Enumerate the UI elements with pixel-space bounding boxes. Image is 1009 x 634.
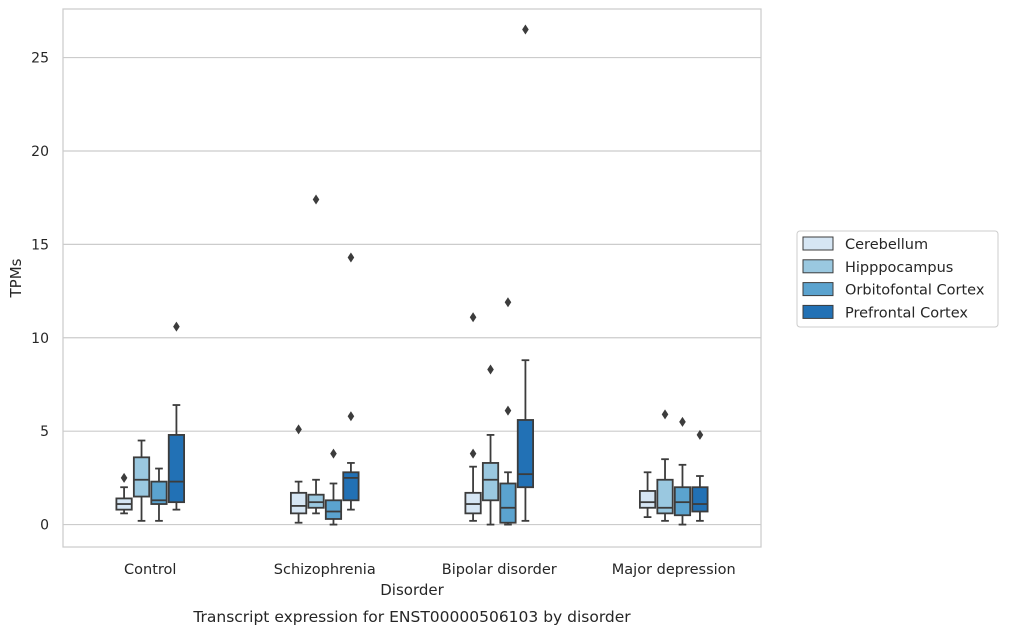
- legend-swatch: [802, 282, 834, 297]
- x-tick-label: Major depression: [612, 562, 736, 578]
- box-plot-series: [115, 24, 709, 526]
- box: [691, 486, 709, 513]
- gridlines: [63, 56, 761, 526]
- legend-label: Orbitofontal Cortex: [845, 283, 985, 299]
- chart-caption: Transcript expression for ENST0000050610…: [192, 608, 631, 626]
- legend-label: Hipppocampus: [845, 260, 953, 276]
- plot-frame: [62, 8, 762, 548]
- outlier-point: [696, 429, 704, 440]
- outlier-point: [661, 409, 669, 420]
- outlier-point: [679, 416, 686, 427]
- x-axis-label: Disorder: [380, 581, 444, 599]
- outlier-point: [120, 472, 128, 483]
- x-tick-label: Schizophrenia: [274, 562, 376, 578]
- box: [673, 486, 692, 517]
- y-tick-label: 25: [31, 51, 49, 67]
- outlier-point: [504, 405, 512, 416]
- box: [342, 471, 360, 502]
- box: [481, 462, 500, 502]
- outlier-point: [173, 321, 180, 332]
- outlier-point: [469, 448, 477, 459]
- legend-swatch: [802, 304, 834, 319]
- box: [499, 482, 517, 524]
- legend: Cerebellum Hipppocampus Orbitofontal Corte…: [796, 230, 999, 328]
- box: [324, 499, 343, 520]
- y-tick-label: 0: [40, 518, 49, 534]
- box: [167, 434, 186, 504]
- outlier-point: [312, 194, 320, 205]
- box: [150, 480, 168, 505]
- x-tick-labels: Control Schizophrenia Bipolar disorder Majo…: [124, 562, 736, 578]
- legend-frame: [796, 230, 999, 328]
- legend-label: Prefrontal Cortex: [845, 305, 968, 321]
- legend-swatch: [802, 259, 834, 274]
- box: [656, 478, 674, 515]
- box: [464, 491, 482, 515]
- box: [638, 490, 657, 509]
- outlier-point: [347, 252, 355, 263]
- outlier-point: [504, 297, 512, 308]
- y-tick-label: 10: [31, 331, 49, 347]
- outlier-point: [347, 411, 355, 422]
- outlier-point: [469, 312, 477, 323]
- outlier-point: [330, 448, 337, 459]
- outlier-point: [295, 424, 302, 435]
- y-tick-labels: 0 5 10 15 20 25: [31, 51, 49, 534]
- legend-swatch: [802, 236, 834, 251]
- outlier-point: [487, 364, 494, 375]
- box: [307, 493, 325, 509]
- y-tick-label: 20: [31, 144, 49, 160]
- y-axis-label: TPMs: [7, 258, 25, 298]
- box: [289, 491, 308, 515]
- legend-label: Cerebellum: [845, 237, 928, 253]
- box: [132, 456, 151, 498]
- y-tick-label: 5: [40, 424, 49, 440]
- x-tick-label: Control: [124, 562, 176, 578]
- box: [516, 419, 535, 489]
- outlier-point: [522, 24, 529, 35]
- y-tick-label: 15: [31, 237, 49, 253]
- x-tick-label: Bipolar disorder: [442, 562, 557, 578]
